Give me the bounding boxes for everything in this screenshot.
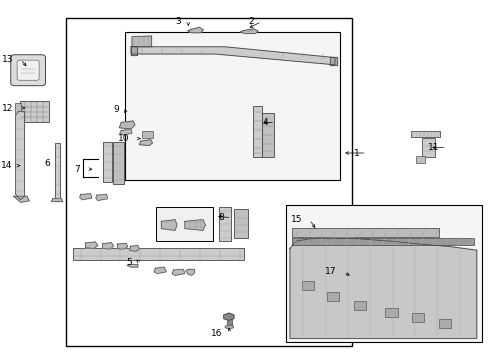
Polygon shape (329, 57, 337, 65)
Polygon shape (132, 36, 151, 47)
Bar (411, 313, 424, 322)
Polygon shape (120, 130, 132, 135)
Polygon shape (117, 243, 127, 249)
Text: 2: 2 (248, 17, 254, 26)
Bar (353, 301, 365, 310)
Bar (102, 142, 112, 182)
Text: 11: 11 (427, 143, 438, 152)
Polygon shape (224, 313, 233, 320)
Polygon shape (184, 220, 205, 230)
Bar (142, 131, 152, 138)
Bar (15, 103, 20, 121)
Polygon shape (154, 267, 166, 274)
Bar (73, 248, 244, 260)
Bar (421, 138, 434, 157)
Ellipse shape (224, 325, 233, 329)
Bar (20, 101, 49, 122)
Polygon shape (172, 269, 184, 275)
Polygon shape (51, 199, 62, 202)
Bar (253, 106, 262, 157)
Bar (438, 319, 450, 328)
Polygon shape (127, 265, 138, 267)
Text: 10: 10 (118, 134, 129, 143)
Bar (124, 32, 339, 180)
Polygon shape (85, 242, 98, 248)
Text: 9: 9 (113, 105, 119, 114)
Text: 12: 12 (2, 104, 13, 112)
Bar (302, 281, 314, 290)
Text: 1: 1 (353, 149, 359, 158)
Text: 4: 4 (262, 118, 267, 127)
Polygon shape (129, 246, 139, 251)
Polygon shape (80, 194, 92, 200)
Text: 14: 14 (1, 161, 12, 170)
Bar (385, 308, 397, 317)
FancyBboxPatch shape (17, 60, 39, 80)
Bar (410, 131, 439, 137)
Polygon shape (102, 243, 113, 249)
Bar (233, 209, 248, 238)
FancyBboxPatch shape (11, 55, 45, 86)
Polygon shape (119, 121, 135, 129)
Text: 5: 5 (126, 258, 132, 267)
Bar (285, 205, 481, 342)
Bar (66, 18, 351, 346)
Text: 16: 16 (210, 328, 222, 338)
Bar (219, 207, 231, 241)
Bar (113, 142, 124, 184)
Text: 15: 15 (290, 215, 302, 224)
Bar (415, 156, 425, 163)
Polygon shape (131, 46, 137, 55)
Bar (292, 238, 473, 245)
Text: 8: 8 (218, 213, 224, 222)
Bar (156, 207, 212, 241)
Polygon shape (96, 194, 107, 201)
Bar (326, 292, 338, 301)
Bar (55, 143, 60, 199)
Text: 13: 13 (1, 55, 13, 64)
Polygon shape (14, 196, 29, 202)
Bar (292, 228, 438, 237)
Bar (262, 113, 274, 157)
Polygon shape (187, 27, 203, 33)
Polygon shape (131, 47, 334, 65)
Polygon shape (289, 238, 476, 338)
Polygon shape (139, 140, 152, 145)
Polygon shape (185, 269, 194, 275)
Text: 6: 6 (44, 159, 50, 168)
Text: 17: 17 (324, 267, 336, 276)
Text: 7: 7 (74, 165, 80, 174)
Bar (226, 317, 231, 327)
Polygon shape (161, 220, 177, 230)
Polygon shape (16, 112, 24, 200)
Polygon shape (240, 29, 258, 33)
Text: 3: 3 (175, 17, 181, 26)
